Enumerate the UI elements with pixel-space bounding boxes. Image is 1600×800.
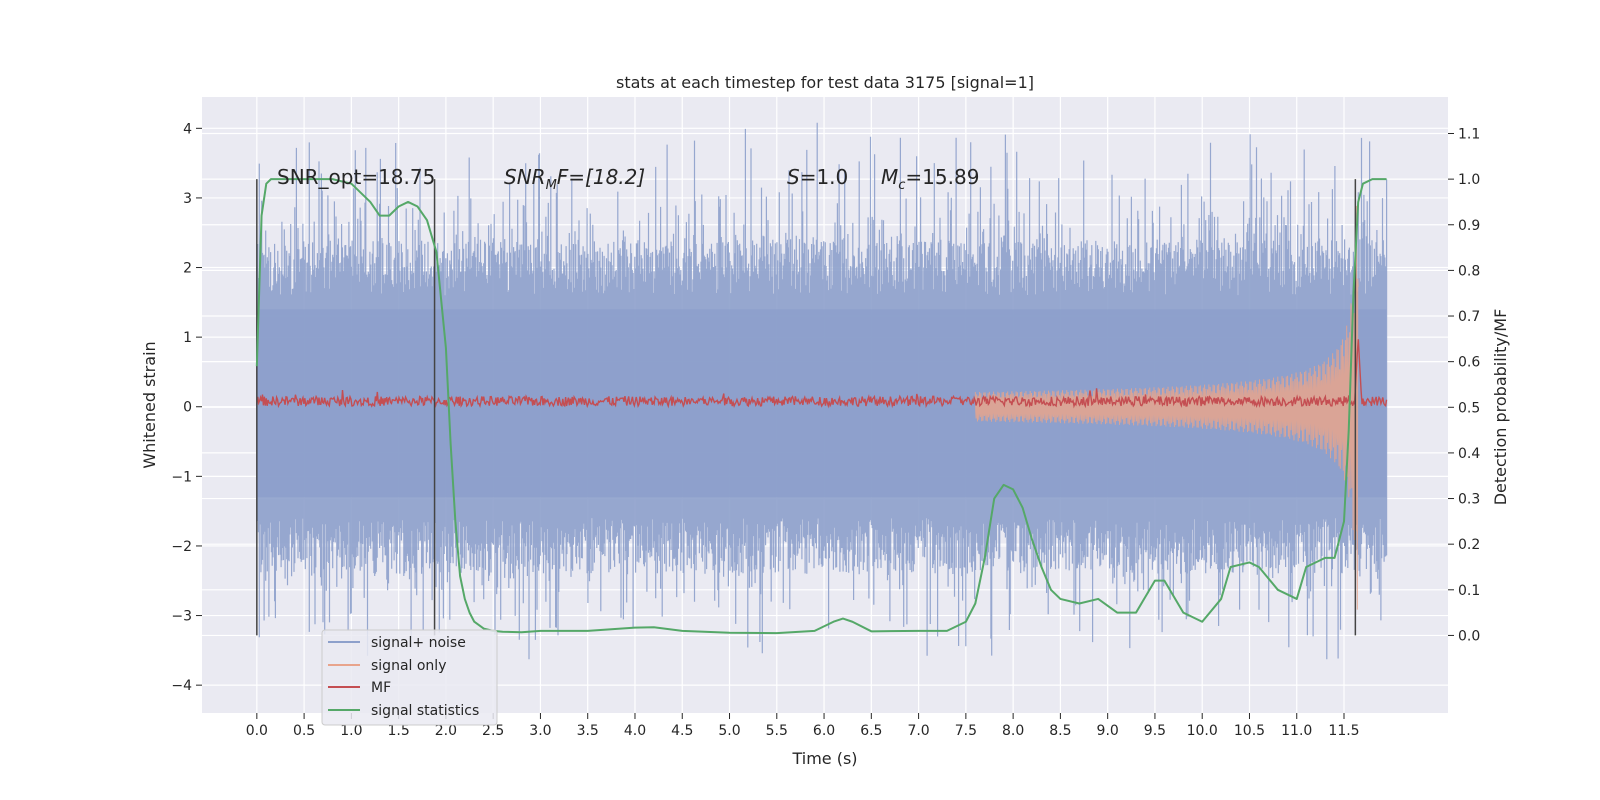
legend: signal+ noise signal only MF signal stat… [321,629,498,726]
y2-tick-label: 0.8 [1458,263,1480,279]
x-tick-label: 6.0 [813,723,835,739]
x-tick-label: 10.0 [1187,723,1218,739]
y-axis-ticks: −4 −3 −2 −1 0 1 2 3 4 [171,121,202,694]
y-tick-label: −4 [171,678,192,694]
legend-box [321,629,498,726]
annotation-s-prefix: S [787,165,800,189]
y2-tick-label: 0.9 [1458,218,1480,234]
x-tick-label: 1.0 [340,723,362,739]
annotation-s-suffix: =1.0 [800,165,849,189]
x-tick-label: 6.5 [860,723,882,739]
annotation-mc-suffix: =15.89 [905,165,979,189]
x-tick-label: 5.5 [766,723,788,739]
annotation-s: S=1.0 [787,165,848,189]
y2-tick-label: 1.1 [1458,127,1480,143]
x-tick-label: 8.0 [1002,723,1024,739]
x-axis-ticks: 0.0 0.5 1.0 1.5 2.0 2.5 3.0 3.5 4.0 4.5 5.0 5.5 6.0 6… [246,713,1360,739]
annotation-mc-sub: c [898,178,905,193]
annotation-snr-mf-suffix: F=[18.2] [557,165,645,189]
x-tick-label: 11.0 [1281,723,1312,739]
x-tick-label: 3.5 [577,723,599,739]
x-tick-label: 2.0 [435,723,457,739]
x-tick-label: 7.0 [907,723,929,739]
x-tick-label: 11.5 [1328,723,1359,739]
annotation-snr-opt: SNR_opt=18.75 [277,165,435,189]
y2-tick-label: 0.5 [1458,400,1480,416]
y-tick-label: 1 [183,330,192,346]
y-tick-label: 0 [183,400,192,416]
annotation-snr-mf: SNRMF=[18.2] [504,165,645,193]
y2-axis-label: Detection probability/MF [1491,309,1510,506]
chart-title: stats at each timestep for test data 317… [616,73,1034,92]
x-tick-label: 8.5 [1049,723,1071,739]
y2-tick-label: 0.2 [1458,537,1480,553]
y-tick-label: 3 [183,191,192,207]
x-tick-label: 3.0 [529,723,551,739]
annotation-snr-mf-sub: M [546,178,557,193]
y2-tick-label: 0.0 [1458,628,1480,644]
legend-label-signal-noise: signal+ noise [371,635,466,651]
x-tick-label: 7.5 [955,723,977,739]
x-tick-label: 0.5 [293,723,315,739]
y2-tick-label: 0.6 [1458,355,1480,371]
legend-label-mf: MF [371,680,391,696]
series-signal-statistics [255,178,1387,635]
x-tick-label: 9.0 [1097,723,1119,739]
x-tick-label: 5.0 [718,723,740,739]
annotation-mc: Mc=15.89 [881,165,979,193]
series-mf [256,339,1388,409]
x-axis-label: Time (s) [791,749,857,768]
mf-trace [256,339,1388,409]
signal-statistics-trace [255,178,1387,635]
y2-tick-label: 0.4 [1458,446,1480,462]
y-tick-label: −1 [171,469,192,485]
x-tick-label: 4.5 [671,723,693,739]
annotation-snr-mf-prefix: SNR [504,165,546,189]
y-tick-label: 2 [183,261,192,277]
annotation-mc-prefix: M [881,165,898,189]
x-tick-label: 2.5 [482,723,504,739]
y-tick-label: −3 [171,609,192,625]
y2-tick-label: 0.3 [1458,492,1480,508]
x-tick-label: 0.0 [246,723,268,739]
y2-axis-ticks: 0.0 0.1 0.2 0.3 0.4 0.5 0.6 0.7 0.8 0.9 1.0 1.1 [1448,127,1480,644]
y2-tick-label: 0.1 [1458,583,1480,599]
legend-label-signal-statistics: signal statistics [371,703,479,719]
y-tick-label: −2 [171,539,192,555]
x-tick-label: 1.5 [388,723,410,739]
x-tick-label: 4.0 [624,723,646,739]
y2-tick-label: 0.7 [1458,309,1480,325]
x-tick-label: 10.5 [1234,723,1265,739]
y2-tick-label: 1.0 [1458,172,1480,188]
x-tick-label: 9.5 [1144,723,1166,739]
y-tick-label: 4 [183,121,192,137]
y-axis-label: Whitened strain [140,341,159,468]
legend-label-signal-only: signal only [371,658,446,674]
